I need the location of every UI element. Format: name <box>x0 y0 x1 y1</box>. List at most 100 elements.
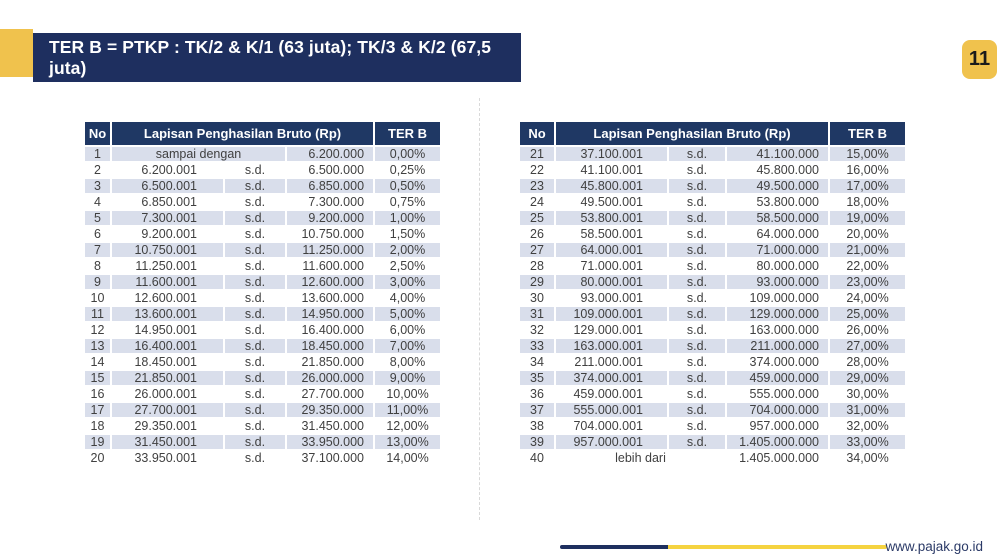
cell-sep: s.d. <box>669 211 727 227</box>
cell-rate: 33,00% <box>830 435 906 451</box>
cell-sep: s.d. <box>669 195 727 211</box>
table-row: 13 16.400.001 s.d. 18.450.000 7,00% <box>85 339 441 355</box>
cell-rate: 7,00% <box>375 339 441 355</box>
cell-no: 14 <box>85 355 112 371</box>
cell-lower: 13.600.001 <box>112 307 225 323</box>
cell-rate: 19,00% <box>830 211 906 227</box>
cell-upper: 21.850.000 <box>287 355 376 371</box>
table-row: 39 957.000.001 s.d. 1.405.000.000 33,00% <box>520 435 906 451</box>
cell-no: 40 <box>520 451 556 467</box>
cell-lower: 374.000.001 <box>556 371 669 387</box>
cell-lower: 41.100.001 <box>556 163 669 179</box>
table-row: 26 58.500.001 s.d. 64.000.000 20,00% <box>520 227 906 243</box>
cell-upper: 459.000.000 <box>727 371 831 387</box>
table-row: 3 6.500.001 s.d. 6.850.000 0,50% <box>85 179 441 195</box>
table-row: 36 459.000.001 s.d. 555.000.000 30,00% <box>520 387 906 403</box>
cell-no: 7 <box>85 243 112 259</box>
cell-upper: 10.750.000 <box>287 227 376 243</box>
cell-no: 18 <box>85 419 112 435</box>
header-range: Lapisan Penghasilan Bruto (Rp) <box>556 122 831 147</box>
cell-sep: s.d. <box>225 179 287 195</box>
cell-upper: 80.000.000 <box>727 259 831 275</box>
table-row: 30 93.000.001 s.d. 109.000.000 24,00% <box>520 291 906 307</box>
cell-no: 20 <box>85 451 112 467</box>
cell-upper: 6.500.000 <box>287 163 376 179</box>
cell-no: 11 <box>85 307 112 323</box>
cell-lower: 9.200.001 <box>112 227 225 243</box>
cell-rate: 4,00% <box>375 291 441 307</box>
footer-rule <box>560 545 887 549</box>
cell-upper: 33.950.000 <box>287 435 376 451</box>
table-row: 37 555.000.001 s.d. 704.000.000 31,00% <box>520 403 906 419</box>
title-banner: TER B = PTKP : TK/2 & K/1 (63 juta); TK/… <box>33 33 521 82</box>
cell-rate: 0,75% <box>375 195 441 211</box>
cell-no: 10 <box>85 291 112 307</box>
cell-lower: 163.000.001 <box>556 339 669 355</box>
cell-rate: 25,00% <box>830 307 906 323</box>
cell-no: 21 <box>520 147 556 163</box>
cell-no: 13 <box>85 339 112 355</box>
cell-no: 30 <box>520 291 556 307</box>
cell-rate: 3,00% <box>375 275 441 291</box>
cell-lower: 6.850.001 <box>112 195 225 211</box>
cell-sep: s.d. <box>225 419 287 435</box>
cell-lower: 16.400.001 <box>112 339 225 355</box>
table-row: 21 37.100.001 s.d. 41.100.000 15,00% <box>520 147 906 163</box>
cell-lower: 11.250.001 <box>112 259 225 275</box>
cell-sep: s.d. <box>225 163 287 179</box>
cell-rate: 12,00% <box>375 419 441 435</box>
cell-rate: 13,00% <box>375 435 441 451</box>
cell-lower: 957.000.001 <box>556 435 669 451</box>
cell-lower: 12.600.001 <box>112 291 225 307</box>
cell-no: 29 <box>520 275 556 291</box>
cell-no: 25 <box>520 211 556 227</box>
cell-rate: 21,00% <box>830 243 906 259</box>
cell-sep: s.d. <box>669 435 727 451</box>
cell-upper: 71.000.000 <box>727 243 831 259</box>
cell-rate: 27,00% <box>830 339 906 355</box>
cell-merged: sampai dengan <box>112 147 287 163</box>
cell-sep: s.d. <box>225 195 287 211</box>
cell-upper: 64.000.000 <box>727 227 831 243</box>
cell-sep: s.d. <box>669 179 727 195</box>
cell-sep: s.d. <box>225 243 287 259</box>
cell-no: 16 <box>85 387 112 403</box>
cell-no: 9 <box>85 275 112 291</box>
cell-lower: 459.000.001 <box>556 387 669 403</box>
ter-table-right: No Lapisan Penghasilan Bruto (Rp) TER B … <box>520 122 906 467</box>
cell-upper: 37.100.000 <box>287 451 376 467</box>
cell-upper: 9.200.000 <box>287 211 376 227</box>
header-rate: TER B <box>375 122 441 147</box>
cell-no: 8 <box>85 259 112 275</box>
table-row: 16 26.000.001 s.d. 27.700.000 10,00% <box>85 387 441 403</box>
cell-lower: 49.500.001 <box>556 195 669 211</box>
table-header-row: No Lapisan Penghasilan Bruto (Rp) TER B <box>85 122 441 147</box>
table-row: 4 6.850.001 s.d. 7.300.000 0,75% <box>85 195 441 211</box>
table-row: 6 9.200.001 s.d. 10.750.000 1,50% <box>85 227 441 243</box>
cell-lower: 71.000.001 <box>556 259 669 275</box>
cell-upper: 27.700.000 <box>287 387 376 403</box>
cell-upper: 6.850.000 <box>287 179 376 195</box>
cell-rate: 1,00% <box>375 211 441 227</box>
cell-sep: s.d. <box>225 339 287 355</box>
cell-sep: s.d. <box>669 323 727 339</box>
cell-upper: 1.405.000.000 <box>727 435 831 451</box>
cell-sep: s.d. <box>669 259 727 275</box>
table-row: 27 64.000.001 s.d. 71.000.000 21,00% <box>520 243 906 259</box>
cell-no: 38 <box>520 419 556 435</box>
cell-upper: 41.100.000 <box>727 147 831 163</box>
cell-sep: s.d. <box>225 291 287 307</box>
cell-no: 19 <box>85 435 112 451</box>
cell-no: 35 <box>520 371 556 387</box>
cell-upper: 29.350.000 <box>287 403 376 419</box>
cell-no: 31 <box>520 307 556 323</box>
cell-sep: s.d. <box>225 323 287 339</box>
cell-lower: 45.800.001 <box>556 179 669 195</box>
cell-no: 17 <box>85 403 112 419</box>
cell-rate: 16,00% <box>830 163 906 179</box>
cell-upper: 49.500.000 <box>727 179 831 195</box>
cell-no: 1 <box>85 147 112 163</box>
cell-lower: 93.000.001 <box>556 291 669 307</box>
table-row: 32 129.000.001 s.d. 163.000.000 26,00% <box>520 323 906 339</box>
cell-sep: s.d. <box>225 451 287 467</box>
